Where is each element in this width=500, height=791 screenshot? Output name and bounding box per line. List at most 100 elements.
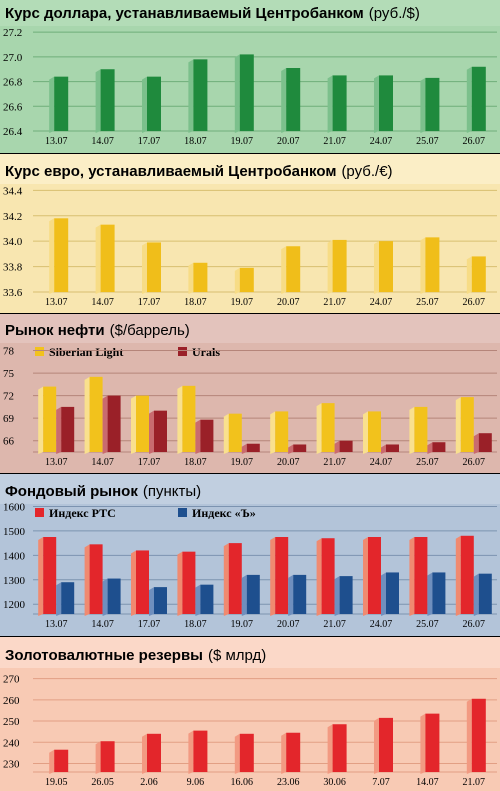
bar bbox=[54, 218, 69, 292]
bar bbox=[246, 443, 260, 452]
y-tick-label: 69 bbox=[3, 413, 15, 425]
bar-side bbox=[466, 256, 472, 294]
bar bbox=[193, 730, 208, 772]
bar-side bbox=[270, 537, 276, 616]
bar-side bbox=[241, 443, 247, 454]
y-tick-label: 27.2 bbox=[3, 27, 22, 39]
bar-side bbox=[381, 572, 386, 616]
bar bbox=[54, 76, 69, 131]
x-tick-label: 24.07 bbox=[370, 619, 393, 630]
bar-side bbox=[455, 535, 461, 616]
bar bbox=[275, 411, 289, 452]
x-tick-label: 17.07 bbox=[138, 297, 161, 308]
y-tick-label: 27.0 bbox=[3, 52, 23, 64]
bar-side bbox=[102, 578, 108, 616]
x-tick-label: 26.07 bbox=[463, 136, 486, 147]
bar-side bbox=[270, 411, 276, 454]
y-tick-label: 33.8 bbox=[3, 262, 23, 274]
x-tick-label: 19.07 bbox=[231, 619, 254, 630]
y-tick-label: 1400 bbox=[3, 550, 26, 562]
bar-side bbox=[334, 440, 340, 454]
x-tick-label: 20.07 bbox=[277, 619, 300, 630]
title-band bbox=[0, 0, 500, 26]
bar-side bbox=[38, 537, 44, 616]
bar-side bbox=[49, 76, 55, 133]
bar bbox=[154, 587, 167, 614]
bar bbox=[239, 733, 254, 772]
chart-title-text: Золотовалютные резервы bbox=[5, 647, 203, 664]
bar bbox=[332, 724, 347, 772]
x-tick-label: 7.07 bbox=[372, 777, 390, 788]
chart-title-unit: ($/баррель) bbox=[110, 322, 190, 339]
legend-swatch bbox=[35, 508, 44, 517]
chart-title-unit: ($ млрд) bbox=[208, 647, 266, 664]
bar bbox=[425, 77, 440, 131]
bar-side bbox=[38, 386, 44, 454]
bar bbox=[460, 535, 474, 614]
bar-side bbox=[241, 574, 247, 616]
bar-side bbox=[363, 537, 368, 616]
bar bbox=[379, 75, 393, 131]
bar bbox=[147, 733, 161, 772]
x-tick-label: 25.07 bbox=[416, 457, 439, 468]
bar bbox=[432, 572, 446, 614]
bar bbox=[54, 749, 69, 772]
bar-side bbox=[142, 242, 147, 294]
x-tick-label: 21.07 bbox=[323, 136, 346, 147]
bar-side bbox=[102, 395, 108, 454]
bar bbox=[43, 386, 57, 452]
bar-side bbox=[334, 576, 340, 616]
chart-title-unit: (руб./€) bbox=[341, 163, 392, 180]
bar-side bbox=[223, 543, 229, 616]
bar bbox=[239, 54, 254, 131]
bar bbox=[293, 574, 307, 614]
bar-side bbox=[195, 584, 201, 616]
bar-side bbox=[473, 433, 479, 454]
bar bbox=[414, 406, 428, 452]
legend-label: Индекс «Ъ» bbox=[192, 506, 256, 520]
bar bbox=[100, 69, 115, 131]
panel-divider bbox=[0, 636, 500, 638]
bar-side bbox=[131, 395, 136, 454]
bar-side bbox=[420, 77, 426, 133]
bar bbox=[228, 413, 242, 452]
bar bbox=[275, 537, 289, 614]
y-tick-label: 34.4 bbox=[3, 185, 23, 197]
bar-side bbox=[281, 732, 287, 774]
bar-side bbox=[149, 587, 154, 616]
bar bbox=[321, 403, 335, 452]
bar-side bbox=[288, 574, 294, 616]
bar bbox=[182, 551, 196, 614]
x-tick-label: 13.07 bbox=[45, 297, 68, 308]
bar bbox=[368, 411, 381, 452]
chart-title-text: Курс доллара, устанавливаемый Центробанк… bbox=[5, 5, 364, 22]
bar-side bbox=[177, 385, 183, 454]
x-tick-label: 18.07 bbox=[184, 619, 207, 630]
x-tick-label: 21.07 bbox=[323, 297, 346, 308]
y-tick-label: 250 bbox=[3, 716, 20, 728]
y-tick-label: 230 bbox=[3, 759, 20, 771]
bar bbox=[89, 376, 103, 452]
bar bbox=[321, 538, 335, 614]
bar bbox=[100, 741, 115, 772]
bar bbox=[239, 267, 254, 292]
bar-side bbox=[316, 538, 322, 616]
x-tick-label: 13.07 bbox=[45, 619, 68, 630]
title-band bbox=[0, 637, 500, 668]
bar bbox=[43, 537, 57, 614]
bar-side bbox=[223, 413, 229, 454]
legend-swatch bbox=[178, 347, 187, 356]
x-tick-label: 17.07 bbox=[138, 619, 161, 630]
title-band bbox=[0, 474, 500, 504]
bar bbox=[147, 242, 161, 292]
y-tick-label: 26.4 bbox=[3, 126, 23, 138]
bar-side bbox=[56, 406, 62, 454]
bar bbox=[414, 537, 428, 614]
bar bbox=[246, 574, 260, 614]
legend-label: Siberian Light bbox=[49, 345, 123, 359]
chart-title-unit: (руб./$) bbox=[369, 5, 420, 22]
x-tick-label: 26.07 bbox=[463, 297, 486, 308]
bar-side bbox=[288, 444, 294, 454]
bar bbox=[425, 237, 440, 292]
bar-side bbox=[95, 224, 101, 294]
